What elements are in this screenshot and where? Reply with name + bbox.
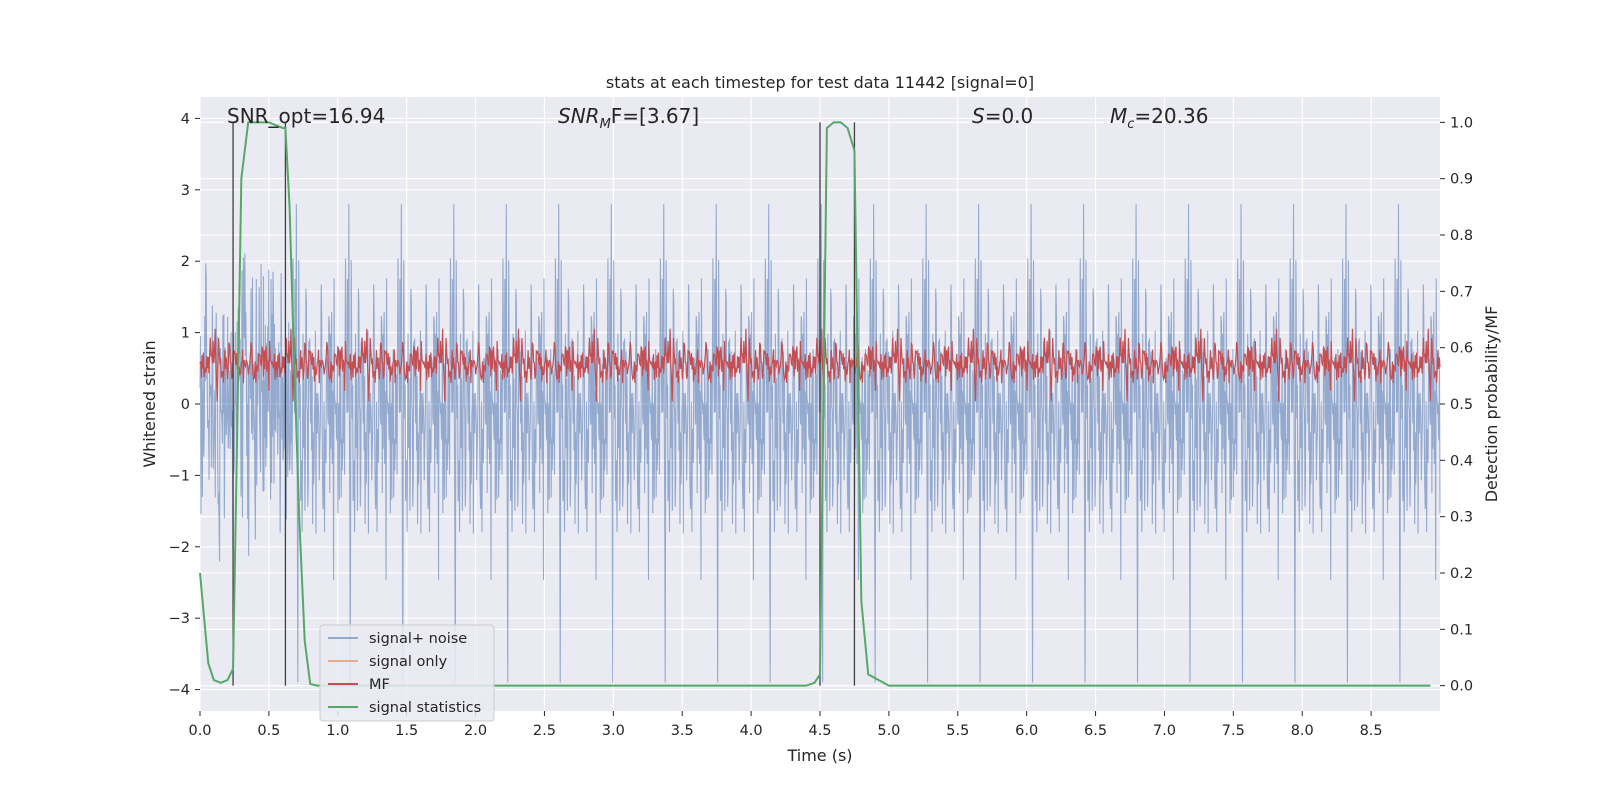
x-tick-label: 5.5	[946, 723, 969, 739]
right-tick-label: 0.4	[1450, 453, 1473, 469]
snr-mf-base: SNR	[558, 104, 600, 128]
left-axis-ticks: −4 −3 −2 −1 0 1 2 3 4	[169, 111, 200, 699]
right-tick-label: 0.6	[1450, 341, 1473, 357]
x-tick-label: 3.0	[602, 723, 625, 739]
x-tick-label: 1.0	[326, 723, 349, 739]
x-tick-label: 1.5	[395, 723, 418, 739]
left-tick-label: 2	[181, 254, 190, 270]
left-tick-label: 0	[181, 397, 190, 413]
right-tick-label: 0.7	[1450, 284, 1473, 300]
s-annotation: S=0.0	[972, 104, 1033, 128]
signal-statistics-line	[199, 121, 1431, 687]
legend-label-statistics: signal statistics	[369, 700, 481, 716]
snr-mf-annotation: SNRMF=[3.67]	[558, 104, 699, 132]
legend-label-mf: MF	[369, 677, 390, 693]
x-tick-label: 5.0	[877, 723, 900, 739]
legend-label-noise: signal+ noise	[369, 631, 467, 647]
x-tick-label: 6.5	[1084, 723, 1107, 739]
x-tick-label: 4.0	[740, 723, 763, 739]
x-tick-label: 7.0	[1153, 723, 1176, 739]
mc-sub: c	[1127, 117, 1134, 132]
left-tick-label: −1	[169, 468, 190, 484]
left-tick-label: 4	[181, 111, 190, 127]
x-axis-ticks: 0.0 0.5 1.0 1.5 2.0 2.5 3.0 3.5 4.0 4.5 5.0 5.5 6.0 6…	[188, 711, 1383, 739]
snr-mf-rest: F=[3.67]	[611, 104, 699, 128]
legend: signal+ noise signal only MF signal stat…	[319, 624, 495, 722]
mc-annotation: Mc=20.36	[1110, 104, 1208, 132]
s-base: S	[972, 104, 985, 128]
left-tick-label: 3	[181, 183, 190, 199]
s-rest: =0.0	[985, 104, 1034, 128]
right-tick-label: 1.0	[1450, 115, 1473, 131]
left-tick-label: −2	[169, 540, 190, 556]
vertical-markers	[232, 122, 856, 686]
signal-statistics-series	[199, 121, 1431, 687]
right-tick-label: 0.9	[1450, 172, 1473, 188]
left-axis-label: Whitened strain	[140, 340, 159, 467]
right-tick-label: 0.3	[1450, 510, 1473, 526]
right-tick-label: 0.2	[1450, 566, 1473, 582]
mc-rest: =20.36	[1134, 104, 1208, 128]
mc-base: M	[1110, 104, 1127, 128]
right-tick-label: 0.5	[1450, 397, 1473, 413]
right-tick-label: 0.8	[1450, 228, 1473, 244]
right-axis-label: Detection probability/MF	[1482, 306, 1501, 503]
x-tick-label: 2.5	[533, 723, 556, 739]
x-tick-label: 0.5	[257, 723, 280, 739]
legend-label-signal: signal only	[369, 654, 448, 670]
x-axis-label: Time (s)	[786, 746, 852, 765]
x-tick-label: 6.0	[1015, 723, 1038, 739]
chart-title: stats at each timestep for test data 114…	[606, 73, 1034, 92]
left-tick-label: −4	[169, 683, 190, 699]
right-tick-label: 0.0	[1450, 679, 1473, 695]
snr-opt-annotation: SNR_opt=16.94	[227, 104, 385, 128]
x-tick-label: 4.5	[808, 723, 831, 739]
left-tick-label: 1	[181, 326, 190, 342]
x-tick-label: 8.5	[1360, 723, 1383, 739]
x-tick-label: 2.0	[464, 723, 487, 739]
x-tick-label: 8.0	[1291, 723, 1314, 739]
x-tick-label: 3.5	[671, 723, 694, 739]
x-tick-label: 0.0	[188, 723, 211, 739]
legend-frame	[319, 624, 495, 722]
x-tick-label: 7.5	[1222, 723, 1245, 739]
right-tick-label: 0.1	[1450, 622, 1473, 638]
right-axis-ticks: 0.0 0.1 0.2 0.3 0.4 0.5 0.6 0.7 0.8 0.9 1.0	[1440, 115, 1473, 695]
left-tick-label: −3	[169, 611, 190, 627]
snr-mf-sub: M	[600, 117, 611, 132]
